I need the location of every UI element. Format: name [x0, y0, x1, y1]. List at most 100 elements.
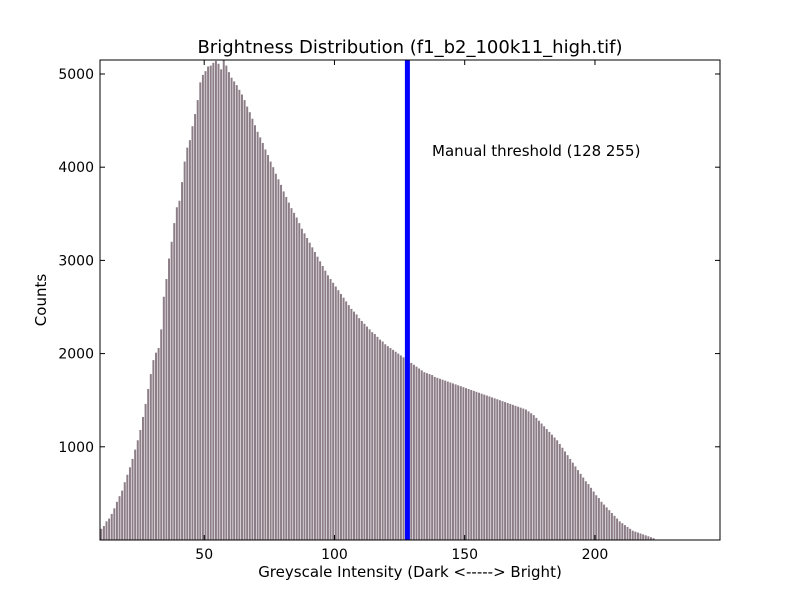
histogram-bar [433, 376, 436, 540]
histogram-bar [605, 507, 608, 540]
histogram-bar [272, 167, 275, 540]
histogram-bar [483, 394, 486, 540]
histogram-bar [465, 388, 467, 540]
histogram-bar [608, 510, 611, 540]
histogram-bar [623, 525, 626, 540]
histogram-bar [582, 477, 585, 540]
histogram-bar [199, 82, 202, 541]
histogram-bar [493, 398, 496, 540]
histogram-bar [626, 526, 629, 540]
y-tick-label: 2000 [58, 347, 94, 363]
histogram-bar [519, 407, 522, 540]
histogram-bar [470, 389, 473, 540]
histogram-bar [543, 426, 546, 540]
histogram-bar [621, 523, 624, 540]
histogram-bar [394, 351, 397, 540]
histogram-bar [384, 344, 387, 540]
histogram-bar [326, 275, 329, 540]
histogram-bar [108, 518, 111, 540]
histogram-bar [128, 467, 131, 540]
histogram-bar [347, 305, 350, 540]
histogram-bar [545, 429, 548, 540]
histogram-bar [183, 161, 186, 540]
histogram-bar [498, 400, 501, 540]
histogram-bar [550, 434, 553, 540]
histogram-bar [207, 66, 210, 541]
histogram-bar [558, 444, 561, 540]
histogram-bar [235, 85, 238, 541]
histogram-bar [506, 402, 509, 540]
histogram-bar [590, 487, 593, 540]
histogram-bar [181, 182, 184, 540]
chart-title: Brightness Distribution (f1_b2_100k11_hi… [197, 37, 622, 58]
histogram-bar [240, 94, 243, 541]
histogram-bar [566, 455, 569, 540]
histogram-bar [579, 473, 582, 540]
histogram-bar [522, 408, 525, 540]
histogram-bar [480, 393, 483, 540]
histogram-bar [300, 228, 303, 540]
histogram-bar [170, 241, 173, 540]
histogram-bar [488, 396, 491, 540]
histogram-bar [532, 415, 535, 540]
histogram-bar [642, 534, 645, 540]
histogram-bar [282, 191, 285, 541]
histogram-bar [113, 508, 116, 540]
histogram-bar [540, 423, 543, 540]
x-tick-label: 200 [582, 547, 609, 563]
histogram-bar [102, 526, 105, 540]
histogram-bar [165, 279, 168, 540]
histogram-bar [564, 451, 566, 540]
histogram-bar [561, 447, 564, 540]
histogram-bar [334, 286, 337, 540]
histogram-bar [345, 301, 348, 540]
histogram-bar [238, 89, 241, 540]
histogram-bar [524, 409, 527, 540]
y-tick-label: 4000 [58, 160, 94, 176]
histogram-bar [569, 458, 572, 540]
histogram-bar [397, 353, 400, 540]
histogram-bar [204, 71, 207, 541]
histogram-bar [553, 437, 556, 540]
histogram-bar [514, 405, 517, 540]
histogram-bar [511, 404, 514, 540]
histogram-bar [251, 118, 254, 540]
x-axis-ticks: 50 100 150 200 [195, 60, 608, 563]
histogram-bar [264, 149, 267, 541]
histogram-bar [454, 384, 457, 540]
histogram-bar [217, 63, 220, 540]
histogram-bar [306, 238, 309, 540]
histogram-bar [324, 270, 327, 540]
histogram-bar [629, 528, 632, 540]
threshold-annotation: Manual threshold (128 255) [432, 142, 640, 160]
histogram-bar [462, 387, 465, 540]
histogram-bar [311, 247, 314, 540]
histogram-bar [556, 440, 559, 540]
histogram-bar [389, 348, 392, 540]
histogram-bar [329, 279, 332, 540]
histogram-bar [392, 349, 395, 540]
histogram-bar [277, 179, 280, 541]
histogram-bar [425, 373, 428, 540]
histogram-bar [259, 137, 262, 541]
histogram-bar [337, 290, 340, 540]
histogram-bar [379, 339, 382, 540]
histogram-bar [571, 462, 574, 540]
histogram-bar [446, 381, 449, 540]
histogram-bar [415, 366, 418, 540]
x-axis-label: Greyscale Intensity (Dark <-----> Bright… [258, 563, 562, 581]
histogram-bar [209, 65, 212, 540]
histogram-bar [303, 233, 306, 541]
y-axis-ticks: 1000 2000 3000 4000 5000 [58, 67, 720, 456]
histogram-bar [212, 62, 215, 541]
histogram-bar [121, 490, 124, 540]
histogram-bar [293, 212, 296, 540]
histogram-bar [634, 531, 637, 540]
histogram-bar [517, 406, 520, 540]
histogram-bar [243, 100, 246, 540]
histogram-bar [225, 65, 228, 540]
histogram-bar [147, 389, 150, 540]
histogram-bar [280, 184, 283, 540]
